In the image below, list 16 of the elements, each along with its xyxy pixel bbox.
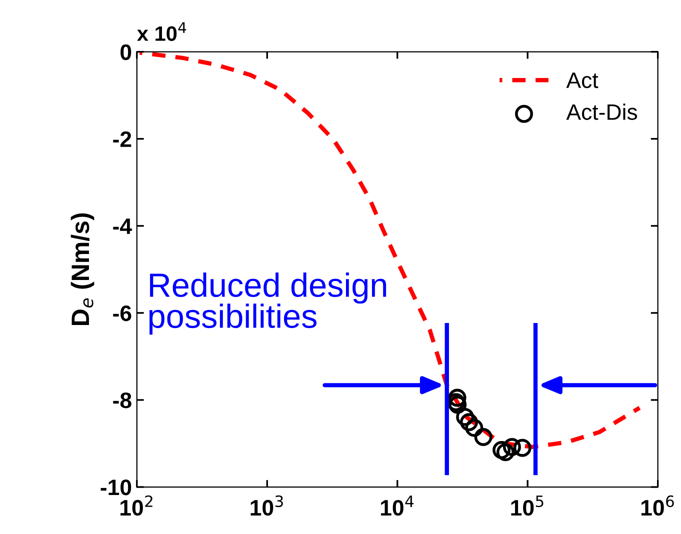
y-tick-label: 0 [120, 44, 132, 60]
annotation: Reduced design possibilities [149, 272, 386, 335]
legend-label: Act [566, 72, 598, 88]
x-tick-label: 10$^{6}$ [641, 495, 674, 516]
x-tick-label: 10$^{3}$ [250, 495, 283, 516]
y-axis-title: D$_{e}$ (Nm/s) [70, 213, 94, 325]
x-tick-label: 10$^{4}$ [380, 496, 414, 516]
text: x 10$^{4}$ [137, 22, 186, 42]
y-tick-label: -10 [100, 480, 132, 496]
y-tick-label: -2 [113, 131, 132, 147]
x-tick-label: 10$^{2}$ [120, 495, 152, 516]
y-tick-label: -6 [113, 305, 132, 322]
y-tick-label: -4 [113, 218, 132, 234]
y-tick-label: -8 [113, 392, 132, 408]
x-tick-label: 10$^{5}$ [511, 496, 544, 516]
legend-label: Act-Dis [566, 104, 638, 120]
